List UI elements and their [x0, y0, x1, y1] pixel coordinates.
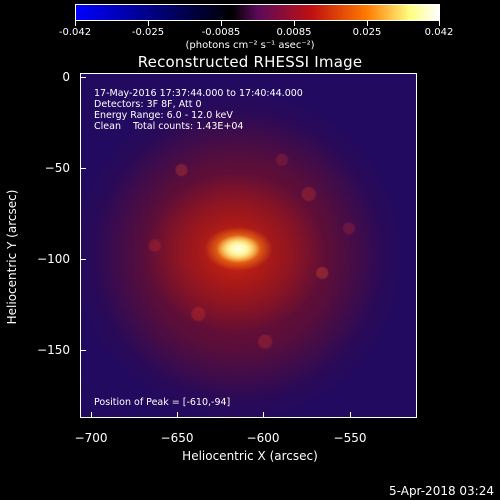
- x-axis-title: Heliocentric X (arcsec): [182, 449, 318, 463]
- y-tick: [80, 77, 86, 78]
- colorbar-tick: [148, 21, 149, 26]
- colorbar-tick-label: 0.0085: [276, 27, 312, 38]
- y-axis-title: Heliocentric Y (arcsec): [5, 189, 19, 325]
- colorbar-scale: -0.042 -0.025 -0.0085 0.0085 0.025 0.042: [59, 0, 453, 40]
- colorbar-tick: [75, 21, 76, 26]
- x-tick: [263, 412, 264, 418]
- info-line-energy: Energy Range: 6.0 - 12.0 keV: [94, 110, 233, 121]
- colorbar-tick-label: -0.042: [58, 27, 92, 38]
- colorbar-units: (photons cm⁻² s⁻¹ asec⁻²): [185, 40, 315, 51]
- x-tick: [91, 412, 92, 418]
- colorbar-tick-label: 0.025: [352, 27, 382, 38]
- x-tick-label: −650: [160, 431, 194, 445]
- colorbar-tick: [367, 21, 368, 26]
- colorbar-tick-label: -0.0085: [201, 27, 241, 38]
- image-speckle: [81, 74, 416, 417]
- colorbar-tick: [294, 21, 295, 26]
- y-tick-label: −150: [37, 343, 70, 357]
- plot-title: Reconstructed RHESSI Image: [137, 53, 363, 71]
- colorbar-tick: [221, 21, 222, 26]
- y-tick-label: 0: [62, 70, 70, 84]
- info-line-time: 17-May-2016 17:37:44.000 to 17:40:44.000: [94, 88, 303, 99]
- solar-image: 17-May-2016 17:37:44.000 to 17:40:44.000…: [80, 73, 417, 418]
- y-tick: [80, 259, 86, 260]
- colorbar-tick-label: -0.025: [131, 27, 165, 38]
- info-line-clean: Clean Total counts: 1.43E+04: [94, 121, 244, 132]
- y-tick: [80, 350, 86, 351]
- x-tick-label: −600: [246, 431, 280, 445]
- info-line-detectors: Detectors: 3F 8F, Att 0: [94, 99, 202, 110]
- y-tick-label: −100: [37, 252, 70, 266]
- timestamp: 5-Apr-2018 03:24: [389, 484, 494, 498]
- colorbar: [75, 4, 440, 21]
- x-tick-label: −550: [333, 431, 367, 445]
- x-tick: [177, 412, 178, 418]
- peak-position: Position of Peak = [-610,-94]: [94, 397, 231, 408]
- y-tick: [80, 168, 86, 169]
- x-tick-label: −700: [74, 431, 108, 445]
- y-tick-label: −50: [44, 161, 70, 175]
- x-tick: [350, 412, 351, 418]
- colorbar-tick-label: 0.042: [424, 27, 454, 38]
- colorbar-tick: [439, 21, 440, 26]
